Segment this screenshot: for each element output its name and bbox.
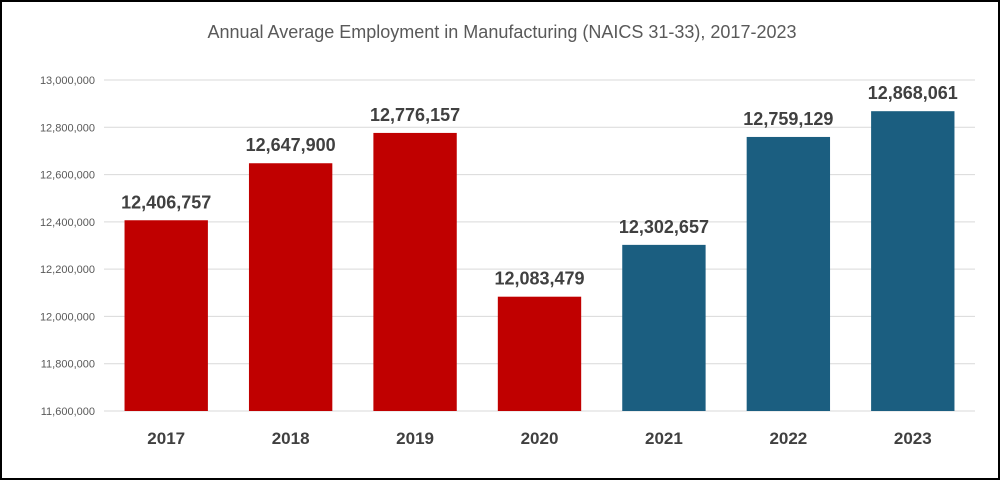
data-label-2017: 12,406,757 xyxy=(121,192,211,212)
data-label-2023: 12,868,061 xyxy=(868,83,958,103)
y-tick-label: 12,400,000 xyxy=(40,217,95,229)
data-label-2022: 12,759,129 xyxy=(743,109,833,129)
x-tick-label-2022: 2022 xyxy=(769,429,807,448)
bar-2018 xyxy=(248,163,333,411)
x-tick-label-2017: 2017 xyxy=(147,429,185,448)
bar-2019 xyxy=(373,132,457,411)
bar-2022 xyxy=(746,136,831,411)
y-tick-label: 11,800,000 xyxy=(41,359,95,371)
x-tick-label-2023: 2023 xyxy=(894,429,932,448)
data-label-2019: 12,776,157 xyxy=(370,105,460,125)
bar-2020 xyxy=(497,296,582,411)
y-tick-label: 12,800,000 xyxy=(40,122,95,134)
x-tick-label-2018: 2018 xyxy=(272,429,310,448)
data-label-2018: 12,647,900 xyxy=(246,135,336,155)
y-tick-label: 13,000,000 xyxy=(40,75,95,87)
bar-2023 xyxy=(871,111,955,411)
x-axis-categories: 2017 2018 2019 2020 2021 2022 2023 xyxy=(147,429,931,448)
y-tick-label: 12,000,000 xyxy=(40,311,95,323)
x-tick-label-2021: 2021 xyxy=(645,429,683,448)
data-label-2021: 12,302,657 xyxy=(619,217,709,237)
y-axis-ticks: 11,600,000 11,800,000 12,000,000 12,200,000… xyxy=(40,75,95,418)
x-tick-label-2019: 2019 xyxy=(396,429,434,448)
y-tick-label: 12,200,000 xyxy=(40,264,95,276)
data-labels: 12,406,757 12,647,900 12,776,157 12,083,479… xyxy=(121,83,958,288)
bars xyxy=(124,111,955,411)
bar-2021 xyxy=(622,244,706,411)
bar-2017 xyxy=(124,220,208,411)
y-tick-label: 12,600,000 xyxy=(40,170,95,182)
x-tick-label-2020: 2020 xyxy=(521,429,559,448)
data-label-2020: 12,083,479 xyxy=(494,269,584,289)
chart-title: Annual Average Employment in Manufacturi… xyxy=(207,22,797,42)
y-tick-label: 11,600,000 xyxy=(41,406,95,418)
